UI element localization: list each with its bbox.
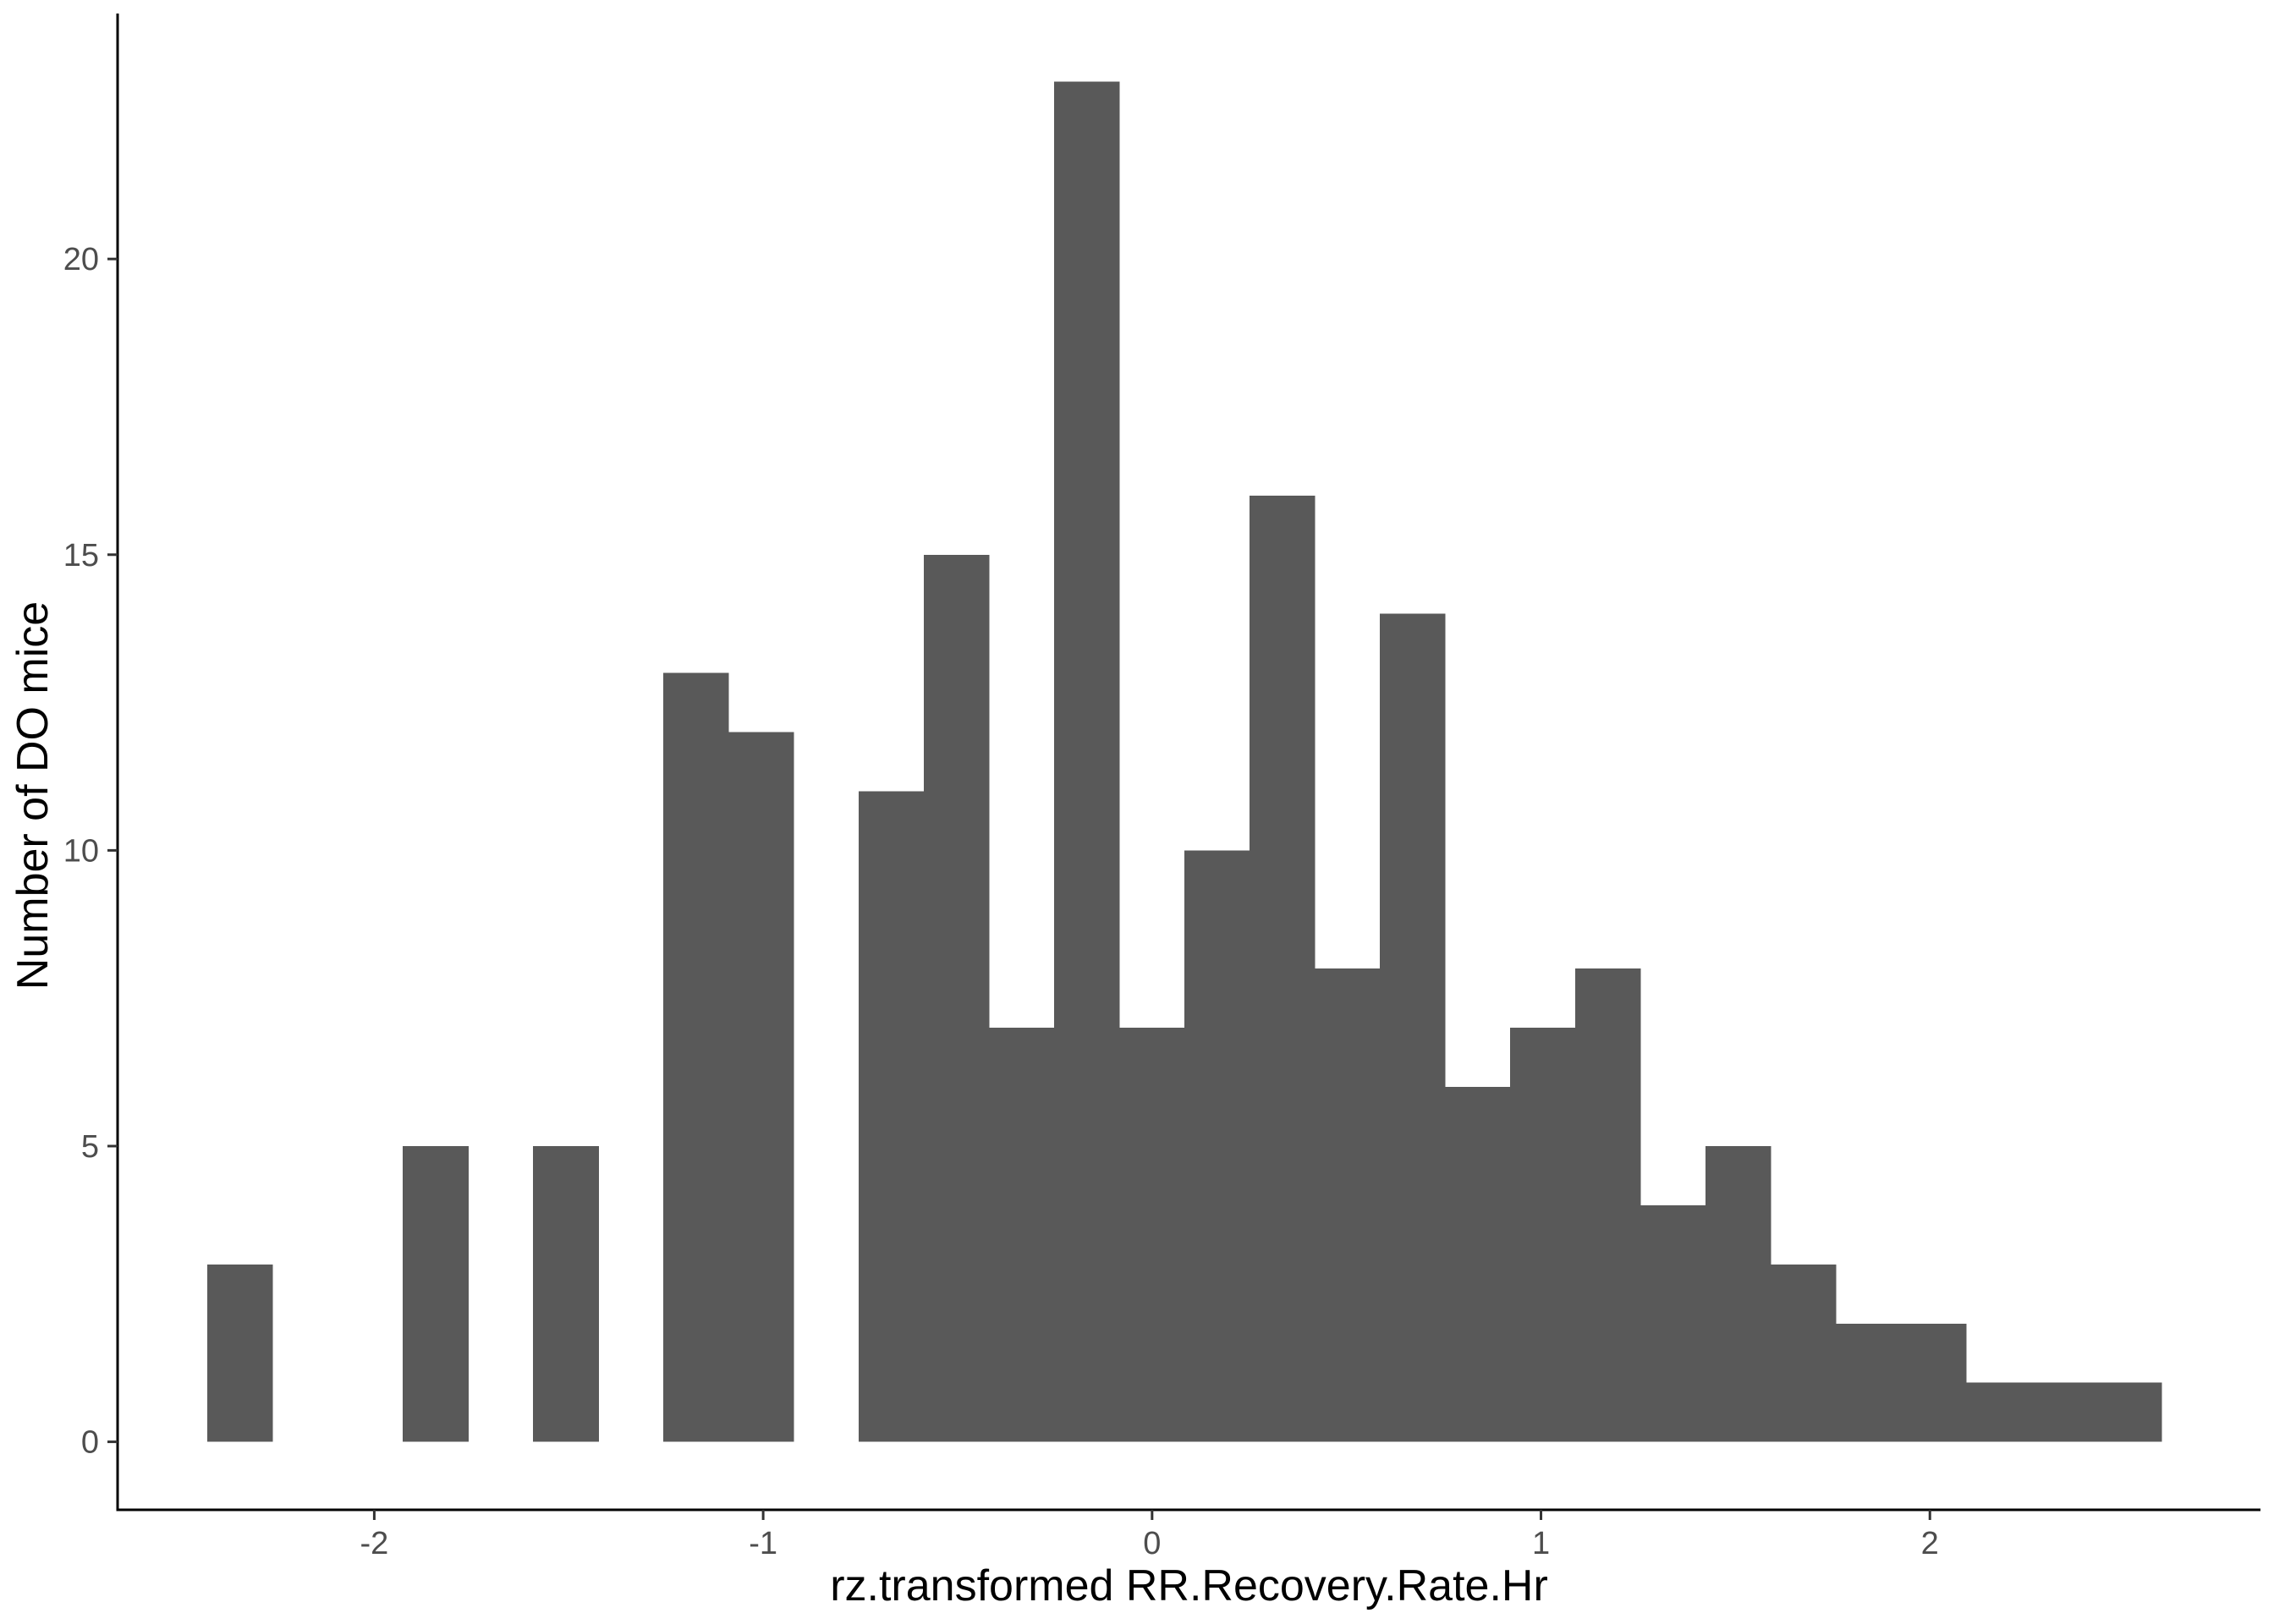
histogram-bar	[1900, 1323, 1967, 1442]
histogram-bar	[402, 1145, 469, 1442]
histogram-bar	[1836, 1323, 1902, 1442]
x-axis-title: rz.transformed RR.Recovery.Rate.Hr	[830, 1561, 1548, 1610]
bars-layer	[207, 81, 2162, 1442]
x-tick-label: 0	[1143, 1526, 1161, 1561]
histogram-bar	[1118, 1028, 1185, 1442]
histogram-bar	[662, 672, 729, 1442]
histogram-bar	[2096, 1382, 2162, 1442]
histogram-bar	[1640, 1204, 1706, 1442]
histogram-bar	[1184, 850, 1250, 1442]
histogram-bar	[1705, 1145, 1771, 1442]
y-tick-label: 20	[63, 242, 99, 277]
histogram-bar	[1314, 968, 1381, 1442]
axes-layer	[116, 14, 2260, 1512]
histogram-bar	[1509, 1028, 1576, 1442]
histogram-bar	[1379, 613, 1446, 1442]
x-tick-label: 2	[1921, 1526, 1939, 1561]
histogram-bar	[1574, 968, 1641, 1442]
histogram-bar	[1444, 1087, 1511, 1442]
histogram-bar	[1249, 495, 1316, 1442]
histogram-bar	[1966, 1382, 2032, 1442]
histogram-bar	[207, 1264, 273, 1442]
histogram-bar	[2030, 1382, 2097, 1442]
histogram-bar	[858, 791, 925, 1442]
y-tick-label: 10	[63, 833, 99, 869]
histogram-bar	[923, 554, 990, 1442]
x-tick-label: -2	[360, 1526, 389, 1561]
histogram-bar	[1053, 81, 1120, 1442]
histogram-bar	[728, 732, 794, 1442]
y-tick-label: 0	[81, 1425, 99, 1461]
y-tick-label: 15	[63, 538, 99, 573]
histogram-bar	[1770, 1264, 1837, 1442]
y-tick-label: 5	[81, 1129, 99, 1165]
x-tick-label: 1	[1532, 1526, 1550, 1561]
x-ticks-layer: -2 -1 0 1 2	[360, 1510, 1939, 1561]
x-tick-label: -1	[749, 1526, 777, 1561]
histogram-bar	[988, 1028, 1055, 1442]
y-ticks-layer: 0 5 10 15 20	[63, 242, 118, 1461]
histogram-bar	[532, 1145, 599, 1442]
y-axis-title: Number of DO mice	[8, 601, 58, 990]
